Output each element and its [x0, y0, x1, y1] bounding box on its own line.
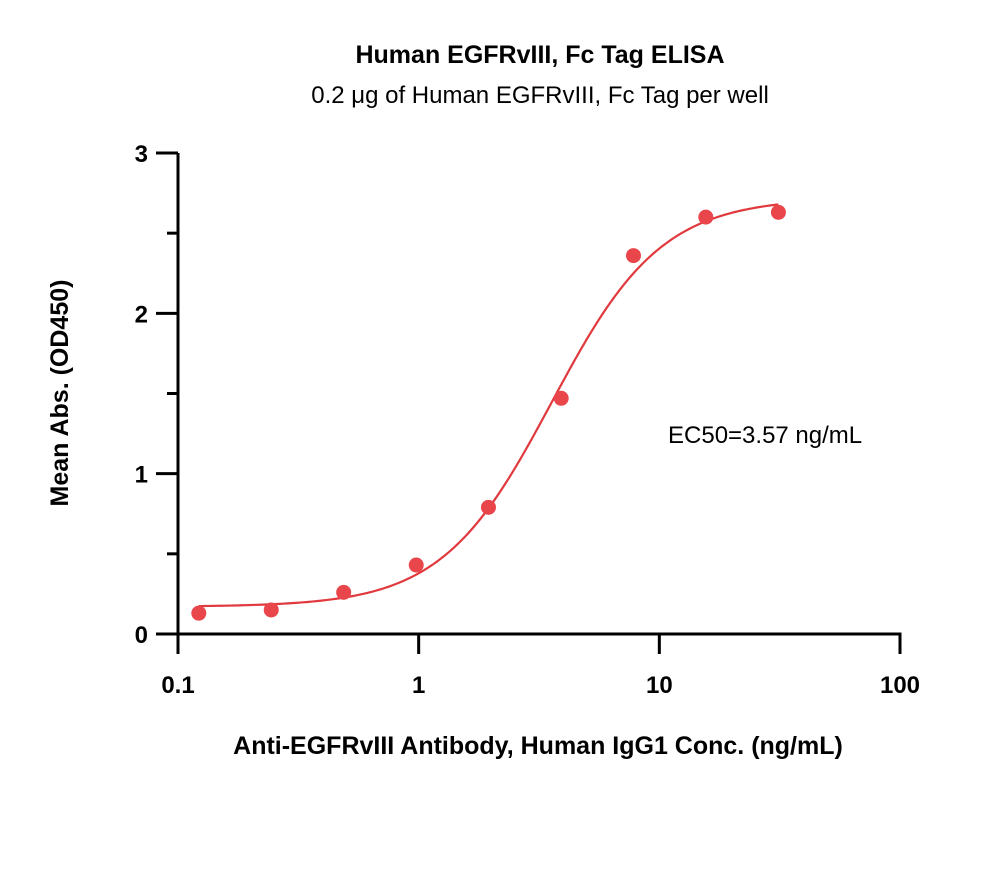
data-points-layer	[191, 204, 786, 621]
data-point	[336, 584, 352, 600]
y-tick-label: 0	[135, 622, 148, 649]
chart-subtitle: 0.2 μg of Human EGFRvIII, Fc Tag per wel…	[311, 82, 769, 109]
chart-title: Human EGFRvIII, Fc Tag ELISA	[355, 41, 724, 69]
axes: 0 1 2 3 0.1 1 10 100	[135, 141, 920, 699]
y-tick-label: 3	[135, 141, 148, 168]
x-axis-title: Anti-EGFRvIII Antibody, Human IgG1 Conc.…	[233, 732, 843, 760]
x-tick-label: 10	[646, 672, 673, 699]
y-tick-label: 1	[135, 462, 148, 489]
fit-curve	[198, 203, 779, 608]
data-point	[263, 602, 279, 618]
ec50-annotation: EC50=3.57 ng/mL	[668, 422, 862, 449]
data-point	[191, 605, 207, 621]
data-point	[698, 209, 714, 225]
x-tick-label: 0.1	[161, 672, 194, 699]
data-point	[625, 248, 641, 264]
y-axis-title: Mean Abs. (OD450)	[46, 280, 74, 507]
data-point	[553, 390, 569, 406]
data-point	[408, 557, 424, 573]
fit-curve-layer	[198, 203, 779, 608]
x-tick-label: 1	[412, 672, 425, 699]
x-tick-label: 100	[880, 672, 920, 699]
y-tick-label: 2	[135, 301, 148, 328]
data-point	[480, 499, 496, 515]
data-point	[770, 204, 786, 220]
